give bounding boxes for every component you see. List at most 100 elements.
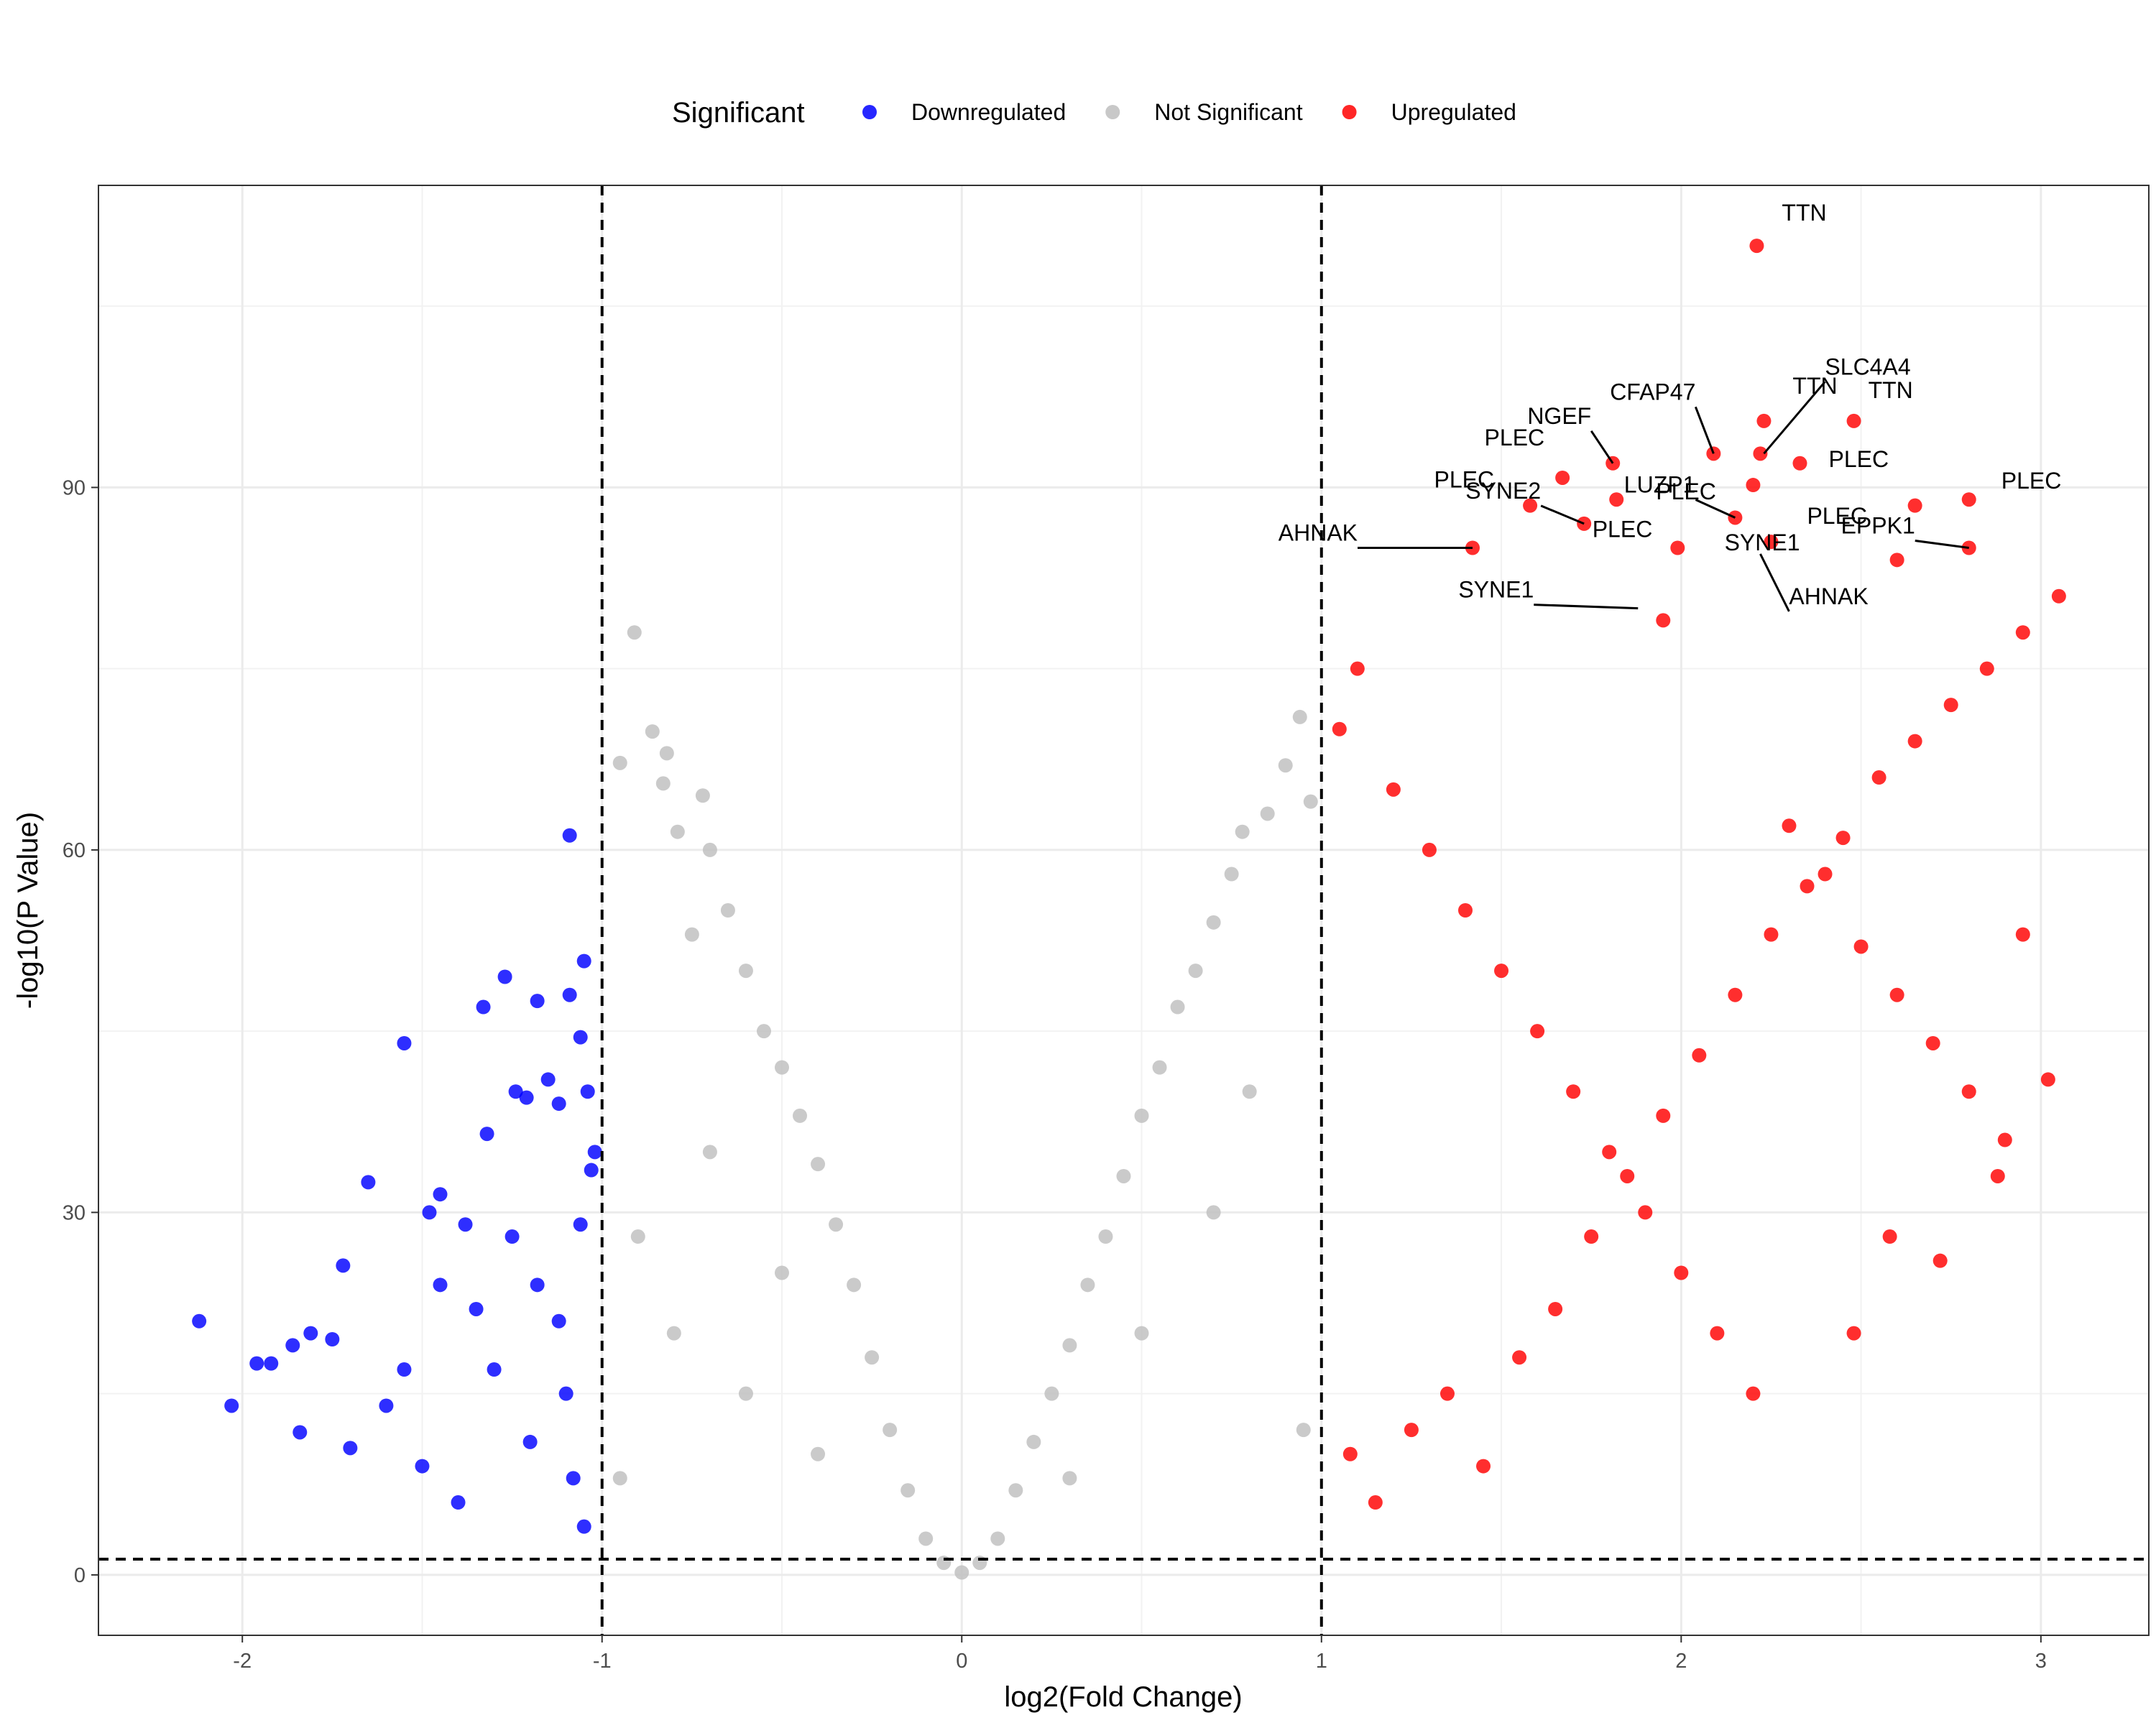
point-upregulated <box>1710 1326 1725 1341</box>
point-upregulated <box>1386 782 1401 797</box>
point-downregulated <box>397 1362 412 1377</box>
gene-label-17: SYNE1 <box>1725 530 1800 555</box>
plot-border <box>98 185 2150 1636</box>
point-upregulated <box>1961 492 1976 507</box>
point-downregulated <box>479 1127 494 1142</box>
point-not-significant <box>775 1265 789 1280</box>
threshold-lines <box>98 185 2149 1635</box>
x-tick-label: 3 <box>2035 1650 2047 1673</box>
point-downregulated <box>530 994 545 1009</box>
point-not-significant <box>702 1145 717 1160</box>
gene-label-13: EPPK1 <box>1841 513 1915 539</box>
point-upregulated <box>1925 1035 1940 1050</box>
point-not-significant <box>1134 1108 1149 1123</box>
point-upregulated <box>1846 413 1861 428</box>
y-axis-title: -log10(P Value) <box>12 812 44 1009</box>
point-upregulated <box>2015 927 2030 942</box>
gene-label-19: AHNAK <box>1789 583 1868 609</box>
point-not-significant <box>756 1024 771 1039</box>
point-downregulated <box>379 1398 394 1413</box>
point-downregulated <box>361 1175 376 1190</box>
point-upregulated <box>1512 1350 1527 1365</box>
point-not-significant <box>1134 1326 1149 1341</box>
gene-label-1: SLC4A4 <box>1825 354 1910 379</box>
point-upregulated <box>1342 1446 1358 1461</box>
point-upregulated <box>1584 1229 1599 1244</box>
point-upregulated <box>1674 1265 1689 1280</box>
x-tick-label: -2 <box>233 1650 252 1673</box>
point-not-significant <box>720 903 735 918</box>
point-upregulated <box>1882 1229 1897 1244</box>
point-upregulated <box>1332 721 1347 736</box>
point-not-significant <box>1062 1338 1077 1353</box>
point-not-significant <box>1026 1434 1041 1449</box>
point-not-significant <box>918 1531 934 1546</box>
gene-label-0: TTN <box>1782 200 1826 226</box>
point-upregulated <box>1889 553 1904 568</box>
point-upregulated <box>1638 1205 1653 1220</box>
point-not-significant <box>1062 1471 1077 1486</box>
legend-key-1 <box>1105 105 1120 119</box>
point-upregulated <box>1602 1145 1617 1160</box>
point-downregulated <box>476 999 491 1015</box>
point-not-significant <box>612 1471 627 1486</box>
point-upregulated <box>1530 1024 1545 1039</box>
point-downregulated <box>584 1163 599 1178</box>
x-axis-ticks: -2 -1 0 1 2 3 <box>233 1635 2047 1673</box>
point-downregulated <box>343 1441 358 1456</box>
point-not-significant <box>612 755 627 770</box>
point-downregulated <box>487 1362 502 1377</box>
point-downregulated <box>469 1301 484 1316</box>
legend-items: Downregulated Not Significant Upregulated <box>862 99 1516 125</box>
point-downregulated <box>562 987 577 1002</box>
point-upregulated <box>1656 613 1671 628</box>
point-downregulated <box>325 1331 340 1346</box>
point-downregulated <box>530 1277 545 1293</box>
point-downregulated <box>576 953 591 969</box>
point-upregulated <box>1609 492 1624 507</box>
point-downregulated <box>292 1425 308 1440</box>
point-downregulated <box>192 1313 207 1329</box>
point-downregulated <box>264 1356 279 1371</box>
y-tick-label: 90 <box>63 476 86 499</box>
annotation-leader <box>1590 430 1614 464</box>
point-not-significant <box>655 776 671 791</box>
point-upregulated <box>1620 1168 1635 1183</box>
annotation-leader <box>1695 499 1736 519</box>
legend-title: Significant <box>672 97 805 129</box>
point-upregulated <box>1792 456 1807 471</box>
point-upregulated <box>1670 540 1685 555</box>
point-upregulated <box>1566 1084 1581 1099</box>
point-upregulated <box>1907 498 1922 513</box>
point-downregulated <box>573 1217 588 1232</box>
point-downregulated <box>249 1356 264 1371</box>
point-upregulated <box>1835 831 1851 846</box>
point-upregulated <box>1997 1132 2012 1147</box>
gene-label-5: NGEF <box>1527 403 1591 429</box>
point-upregulated <box>1961 1084 1976 1099</box>
point-not-significant <box>627 625 642 640</box>
annotation-leader <box>1534 604 1639 610</box>
point-upregulated <box>1932 1253 1948 1268</box>
point-not-significant <box>1098 1229 1113 1244</box>
point-not-significant <box>1260 806 1275 821</box>
point-not-significant <box>829 1217 844 1232</box>
point-upregulated <box>1746 1386 1761 1401</box>
gene-label-12: PLEC <box>1807 503 1867 529</box>
gene-label-16: LUZP1 <box>1624 471 1696 497</box>
point-not-significant <box>1303 794 1318 809</box>
point-downregulated <box>451 1495 466 1510</box>
point-downregulated <box>562 828 577 843</box>
point-upregulated <box>1523 498 1538 513</box>
point-downregulated <box>587 1145 602 1160</box>
point-downregulated <box>566 1471 581 1486</box>
gene-label-15: SYNE2 <box>1465 478 1541 504</box>
point-upregulated <box>1404 1423 1419 1438</box>
gene-label-10: PLEC <box>1434 467 1495 493</box>
point-downregulated <box>224 1398 239 1413</box>
point-not-significant <box>1224 867 1239 882</box>
point-not-significant <box>630 1229 645 1244</box>
point-upregulated <box>1756 413 1772 428</box>
